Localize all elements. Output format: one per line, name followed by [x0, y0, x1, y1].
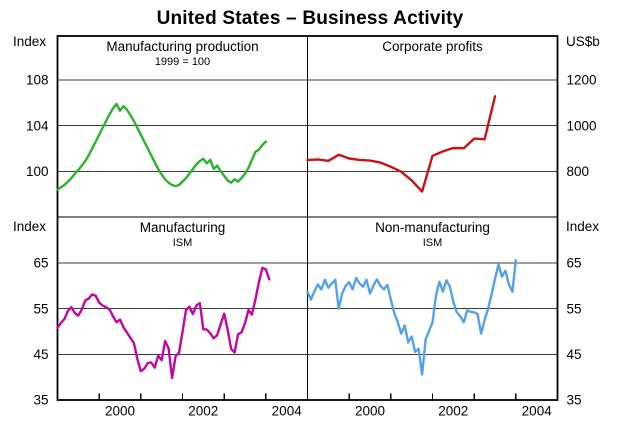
x-tick-label: 2004: [272, 404, 303, 419]
x-tick-label: 2002: [188, 404, 218, 419]
y-tick-label: 800: [567, 164, 590, 179]
x-tick-label: 2000: [105, 404, 135, 419]
x-tick-label: 2004: [522, 404, 553, 419]
unit-label-bottom-left: Index: [13, 219, 46, 234]
x-tick-label: 2000: [355, 404, 385, 419]
unit-label-bottom-right: Index: [566, 219, 599, 234]
y-tick-label: 65: [567, 256, 582, 271]
y-tick-label: 108: [26, 73, 49, 88]
panel-subtitle-non-manufacturing-ism: ISM: [423, 237, 443, 249]
grid-layer: 100 104 108 800 1000 1200 35 45 55 65 2000 2002 2004…: [26, 73, 597, 419]
y-tick-label: 55: [33, 301, 48, 316]
panel-title-manufacturing-ism: Manufacturing: [140, 220, 226, 235]
unit-label-top-left: Index: [13, 34, 46, 49]
y-tick-label: 100: [26, 164, 49, 179]
chart-title: United States – Business Activity: [157, 8, 464, 29]
y-tick-label: 55: [567, 301, 582, 316]
y-tick-label: 45: [33, 347, 48, 362]
panel-title-corporate-profits: Corporate profits: [382, 39, 483, 54]
panel-subtitle-manufacturing-ism: ISM: [173, 237, 193, 249]
series-layer: [56, 95, 517, 380]
y-tick-label: 65: [33, 256, 48, 271]
unit-label-top-right: US$b: [566, 34, 600, 49]
panel-subtitle-manufacturing-production: 1999 = 100: [155, 56, 210, 68]
y-tick-label: 104: [26, 118, 49, 133]
panel-title-manufacturing-production: Manufacturing production: [106, 39, 258, 54]
x-tick-label: 2002: [438, 404, 468, 419]
y-tick-label: 45: [567, 347, 582, 362]
manufacturing-ism-line: [56, 266, 271, 380]
y-tick-label: 35: [567, 393, 582, 408]
y-tick-label: 1000: [567, 118, 597, 133]
y-tick-label: 1200: [567, 73, 597, 88]
y-tick-label: 35: [33, 393, 48, 408]
manufacturing-production-line: [56, 102, 267, 191]
corporate-profits-line: [306, 95, 497, 193]
panel-title-non-manufacturing-ism: Non-manufacturing: [375, 220, 490, 235]
non-manufacturing-ism-line: [306, 259, 517, 376]
